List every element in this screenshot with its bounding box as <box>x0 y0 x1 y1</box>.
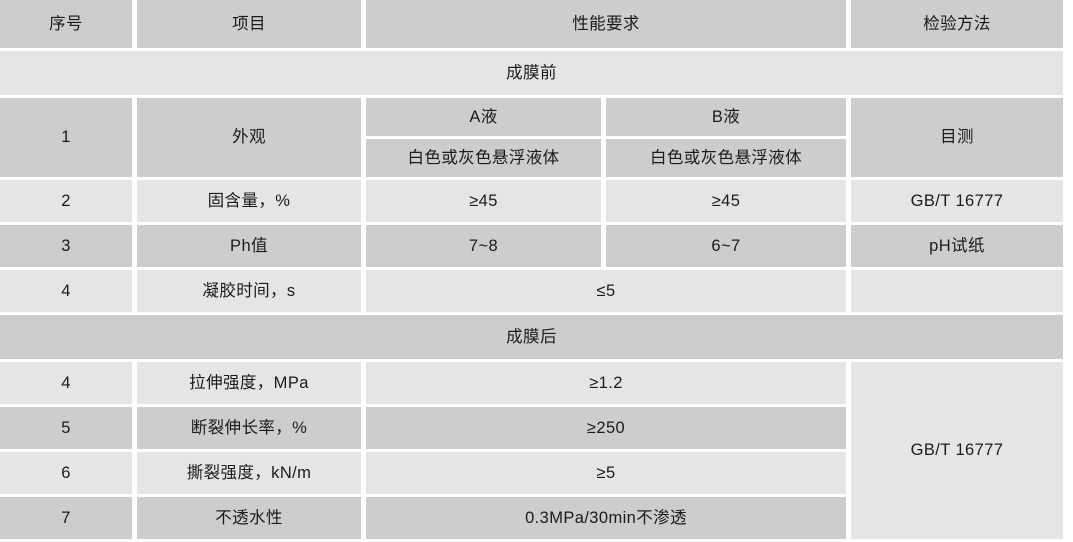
cell-method: 目测 <box>851 98 1069 180</box>
table-row: 1 外观 A液 B液 目测 <box>0 98 1069 180</box>
cell-value-merged: ≤5 <box>366 270 852 315</box>
column-header-method: 检验方法 <box>851 0 1069 51</box>
table-row: 3 Ph值 7~8 6~7 pH试纸 <box>0 225 1069 270</box>
cell-value-merged: ≥1.2 <box>366 362 852 407</box>
cell-value-liquid-a: ≥45 <box>366 180 606 225</box>
cell-method-merged: GB/T 16777 <box>851 362 1069 542</box>
subheader-liquid-b: B液 <box>606 98 852 139</box>
cell-seq: 6 <box>0 452 137 497</box>
cell-item: 固含量，% <box>137 180 366 225</box>
table-row: 4 凝胶时间，s ≤5 <box>0 270 1069 315</box>
cell-seq: 1 <box>0 98 137 180</box>
cell-value-merged: 0.3MPa/30min不渗透 <box>366 497 852 542</box>
column-header-item: 项目 <box>137 0 366 51</box>
cell-item: 撕裂强度，kN/m <box>137 452 366 497</box>
table-row: 白色或灰色悬浮液体 白色或灰色悬浮液体 <box>0 139 1068 180</box>
cell-seq: 4 <box>0 362 137 407</box>
table-header-row: 序号 项目 性能要求 检验方法 <box>0 0 1069 51</box>
cell-value-liquid-a: 7~8 <box>366 225 606 270</box>
cell-item: Ph值 <box>137 225 366 270</box>
cell-seq: 4 <box>0 270 137 315</box>
cell-seq: 7 <box>0 497 137 542</box>
table-row: 4 拉伸强度，MPa ≥1.2 GB/T 16777 <box>0 362 1069 542</box>
cell-item: 不透水性 <box>137 497 366 542</box>
section-row-post-film: 成膜后 <box>0 315 1069 362</box>
column-header-seq: 序号 <box>0 0 137 51</box>
table-row: 6 撕裂强度，kN/m ≥5 <box>0 452 1068 497</box>
cell-method: pH试纸 <box>851 225 1069 270</box>
cell-seq: 5 <box>0 407 137 452</box>
cell-item: 凝胶时间，s <box>137 270 366 315</box>
cell-item: 拉伸强度，MPa <box>137 362 366 407</box>
cell-value-liquid-b: ≥45 <box>606 180 852 225</box>
cell-value-merged: ≥5 <box>366 452 852 497</box>
cell-method <box>851 270 1069 315</box>
cell-item: 断裂伸长率，% <box>137 407 366 452</box>
section-label-post-film: 成膜后 <box>0 315 1069 362</box>
cell-seq: 2 <box>0 180 137 225</box>
cell-item: 外观 <box>137 98 366 180</box>
cell-method: GB/T 16777 <box>851 180 1069 225</box>
cell-value-liquid-a: 白色或灰色悬浮液体 <box>366 139 606 180</box>
cell-value-liquid-b: 白色或灰色悬浮液体 <box>606 139 852 180</box>
table-row: 2 固含量，% ≥45 ≥45 GB/T 16777 <box>0 180 1069 225</box>
table-row: 5 断裂伸长率，% ≥250 <box>0 407 1068 452</box>
cell-seq: 3 <box>0 225 137 270</box>
section-label-pre-film: 成膜前 <box>0 51 1069 98</box>
section-row-pre-film: 成膜前 <box>0 51 1069 98</box>
cell-value-merged: ≥250 <box>366 407 852 452</box>
subheader-liquid-a: A液 <box>366 98 606 139</box>
cell-value-liquid-b: 6~7 <box>606 225 852 270</box>
column-header-requirement: 性能要求 <box>366 0 852 51</box>
